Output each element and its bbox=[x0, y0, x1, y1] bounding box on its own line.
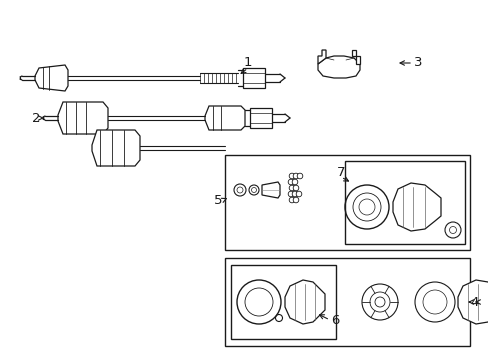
Bar bbox=[224, 155, 469, 250]
Circle shape bbox=[292, 191, 297, 197]
Bar bbox=[224, 258, 469, 346]
Text: 7: 7 bbox=[336, 166, 345, 179]
Circle shape bbox=[296, 191, 301, 197]
Text: 6: 6 bbox=[330, 314, 339, 327]
Text: 1: 1 bbox=[243, 57, 252, 69]
Text: 4: 4 bbox=[470, 296, 478, 309]
Polygon shape bbox=[204, 106, 244, 130]
Bar bbox=[345, 161, 464, 244]
Polygon shape bbox=[262, 182, 280, 198]
Circle shape bbox=[287, 179, 293, 185]
Polygon shape bbox=[285, 280, 325, 324]
Circle shape bbox=[288, 197, 294, 203]
Circle shape bbox=[297, 173, 302, 179]
Bar bbox=[230, 265, 335, 339]
Text: 2: 2 bbox=[32, 112, 40, 125]
Circle shape bbox=[292, 179, 297, 185]
Circle shape bbox=[293, 185, 298, 191]
Polygon shape bbox=[92, 130, 140, 166]
Circle shape bbox=[287, 191, 293, 197]
Text: 3: 3 bbox=[413, 55, 421, 68]
Polygon shape bbox=[58, 102, 108, 134]
Polygon shape bbox=[457, 280, 488, 324]
Polygon shape bbox=[351, 50, 359, 64]
Circle shape bbox=[288, 173, 294, 179]
Polygon shape bbox=[317, 50, 325, 64]
Circle shape bbox=[293, 173, 298, 179]
Circle shape bbox=[293, 197, 298, 203]
Polygon shape bbox=[35, 65, 68, 91]
Bar bbox=[249, 108, 271, 128]
Text: 5: 5 bbox=[213, 194, 222, 207]
Polygon shape bbox=[392, 183, 440, 231]
Circle shape bbox=[288, 185, 294, 191]
Bar bbox=[243, 68, 264, 88]
Polygon shape bbox=[317, 56, 359, 78]
